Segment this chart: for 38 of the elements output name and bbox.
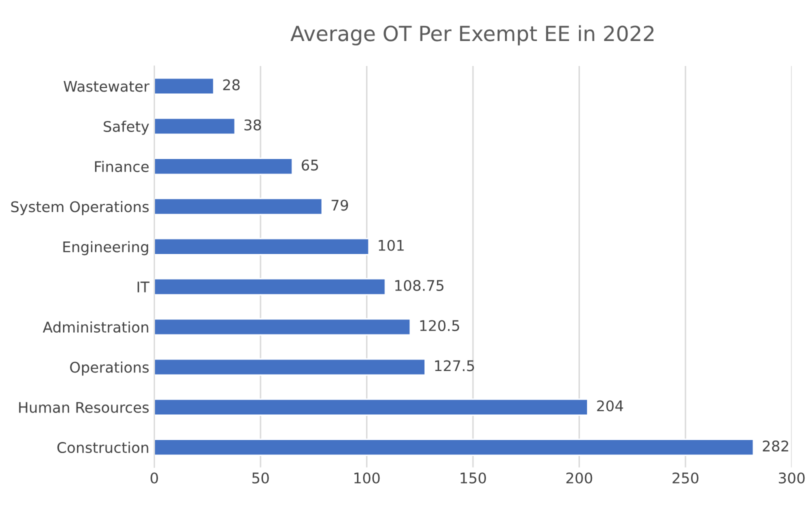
y-tick-label: Wastewater (64, 81, 150, 92)
data-label: 38 (244, 119, 261, 130)
chart-title: Average OT Per Exempt EE in 2022 (290, 25, 654, 46)
bar (154, 77, 214, 95)
bar (154, 358, 426, 376)
x-tick-label: 100 (354, 472, 380, 484)
y-tick-label: Construction (57, 442, 148, 454)
y-tick-label: Human Resources (19, 402, 149, 413)
data-label: 101 (378, 240, 404, 251)
y-tick-label: Operations (70, 361, 149, 376)
bar (154, 438, 754, 456)
x-tick-label: 200 (566, 472, 592, 484)
x-tick-label: 300 (778, 472, 805, 484)
bar (154, 158, 294, 176)
x-tick-label: 150 (460, 472, 486, 484)
x-tick-label: 250 (672, 472, 698, 484)
y-tick-label: Administration (42, 321, 148, 333)
data-label: 108.75 (395, 280, 444, 291)
data-label: 120.5 (420, 320, 460, 332)
bar (154, 118, 236, 135)
data-label: 282 (762, 440, 788, 452)
x-tick-label: 50 (252, 472, 269, 484)
y-tick-label: Safety (104, 120, 149, 135)
bar (154, 318, 412, 336)
bar (154, 198, 323, 216)
data-label: 28 (223, 79, 240, 90)
bar (154, 398, 588, 416)
x-tick-label: 0 (150, 472, 158, 484)
data-label: 204 (597, 400, 624, 412)
y-tick-label: IT (138, 282, 150, 292)
y-tick-label: Finance (95, 160, 149, 172)
bar (154, 278, 386, 296)
bar (154, 238, 370, 256)
data-label: 79 (332, 200, 348, 211)
y-tick-label: System Operations (11, 200, 149, 216)
data-label: 127.5 (435, 360, 474, 372)
y-tick-label: Engineering (63, 241, 148, 256)
data-label: 65 (302, 160, 318, 171)
